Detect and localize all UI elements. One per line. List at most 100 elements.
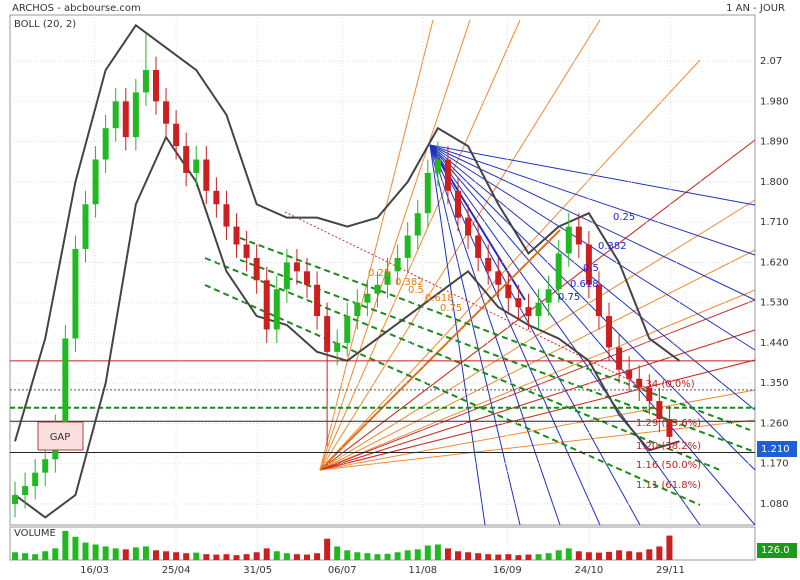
candle-body <box>273 289 280 330</box>
candle-body <box>102 128 109 160</box>
volume-bar <box>374 554 381 560</box>
y-tick-label: 1.350 <box>760 378 789 389</box>
x-tick-label: 16/03 <box>80 565 109 576</box>
volume-bar <box>102 546 109 560</box>
drawing-line <box>319 19 521 471</box>
volume-bar <box>424 545 431 560</box>
last-price-box <box>757 441 797 457</box>
drawing-line <box>239 259 756 453</box>
volume-bar <box>505 554 512 560</box>
drawing-line <box>319 59 701 471</box>
candle-body <box>354 302 361 317</box>
candle-body <box>82 204 89 249</box>
chart-title: ARCHOS - abcbourse.com <box>12 3 141 14</box>
fib-label: 1.29 (23.6%) <box>636 418 701 429</box>
candle-body <box>364 293 371 303</box>
x-tick-label: 06/07 <box>328 565 357 576</box>
y-tick-label: 1.620 <box>760 257 789 268</box>
volume-bar <box>485 554 492 560</box>
candle-body <box>595 284 602 317</box>
volume-bar <box>465 552 472 560</box>
candle-body <box>32 472 39 487</box>
drawing-line <box>319 19 601 471</box>
volume-bar <box>283 553 290 560</box>
candle-body <box>213 190 220 205</box>
y-tick-label: 1.440 <box>760 338 789 349</box>
candle-body <box>495 271 502 285</box>
candle-body <box>575 226 582 245</box>
candle-body <box>384 271 391 285</box>
fan-label: 0.25 <box>613 212 635 223</box>
volume-bar <box>525 554 532 560</box>
x-tick-label: 29/11 <box>656 565 685 576</box>
candle-body <box>404 235 411 258</box>
volume-bar <box>32 554 39 560</box>
candle-body <box>293 262 300 272</box>
y-tick-label: 1.800 <box>760 177 789 188</box>
candle-body <box>314 284 321 317</box>
volume-bar <box>616 550 623 560</box>
candle-body <box>374 284 381 294</box>
volume-bar <box>585 552 592 560</box>
drawing-line <box>429 144 756 526</box>
fan-label: 0.75 <box>558 292 580 303</box>
candle-body <box>142 70 149 93</box>
drawing-line <box>319 359 756 471</box>
drawing-line <box>319 229 561 471</box>
candle-body <box>263 280 270 330</box>
candle-body <box>173 123 180 147</box>
candle-body <box>12 495 19 504</box>
fib-label: 1.34 (0.0%) <box>636 379 695 390</box>
volume-bar <box>344 550 351 560</box>
drawing-line <box>319 389 756 471</box>
candle-body <box>334 342 341 352</box>
last-price: 1.210 <box>761 444 790 455</box>
volume-bar <box>112 548 119 560</box>
candle-body <box>303 271 310 285</box>
candle-body <box>656 401 663 419</box>
candle-body <box>283 262 290 290</box>
volume-bar <box>434 544 441 560</box>
volume-area <box>9 526 756 561</box>
candle-body <box>515 298 522 308</box>
candle-body <box>585 244 592 285</box>
candle-body <box>62 338 69 428</box>
volume-bar <box>253 552 260 560</box>
candle-body <box>545 289 552 303</box>
candle-body <box>253 257 260 281</box>
candle-body <box>465 217 472 236</box>
candle-body <box>243 244 250 258</box>
drawing-line <box>319 419 756 471</box>
candle-body <box>122 101 129 138</box>
fan-label: 0.25 <box>368 268 390 279</box>
volume-bar <box>565 548 572 560</box>
fan-label: 0.382 <box>598 241 627 252</box>
volume-bar <box>495 554 502 560</box>
gap-box <box>37 421 84 451</box>
volume-bar <box>243 554 250 560</box>
candle-body <box>646 387 653 402</box>
volume-bar <box>545 553 552 560</box>
drawing-line <box>429 144 756 256</box>
volume-bar <box>193 552 200 560</box>
drawing-line <box>204 284 701 506</box>
candle-body <box>505 284 512 299</box>
candle-body <box>525 307 532 317</box>
volume-bar <box>555 550 562 560</box>
drawing-line <box>429 144 486 526</box>
volume-bar <box>223 554 230 560</box>
volume-bar <box>636 552 643 560</box>
volume-bar <box>575 551 582 560</box>
candle-body <box>152 70 159 102</box>
candle-body <box>616 347 623 370</box>
volume-bar <box>42 551 49 560</box>
candle-body <box>394 257 401 272</box>
candle-body <box>72 248 79 339</box>
drawing-line <box>319 249 756 471</box>
candle-body <box>666 418 673 437</box>
volume-bar <box>334 546 341 560</box>
fan-label: 0.75 <box>440 303 462 314</box>
fan-label: 0.618 <box>570 279 599 290</box>
candle-body <box>163 101 170 124</box>
candle-body <box>22 486 29 496</box>
